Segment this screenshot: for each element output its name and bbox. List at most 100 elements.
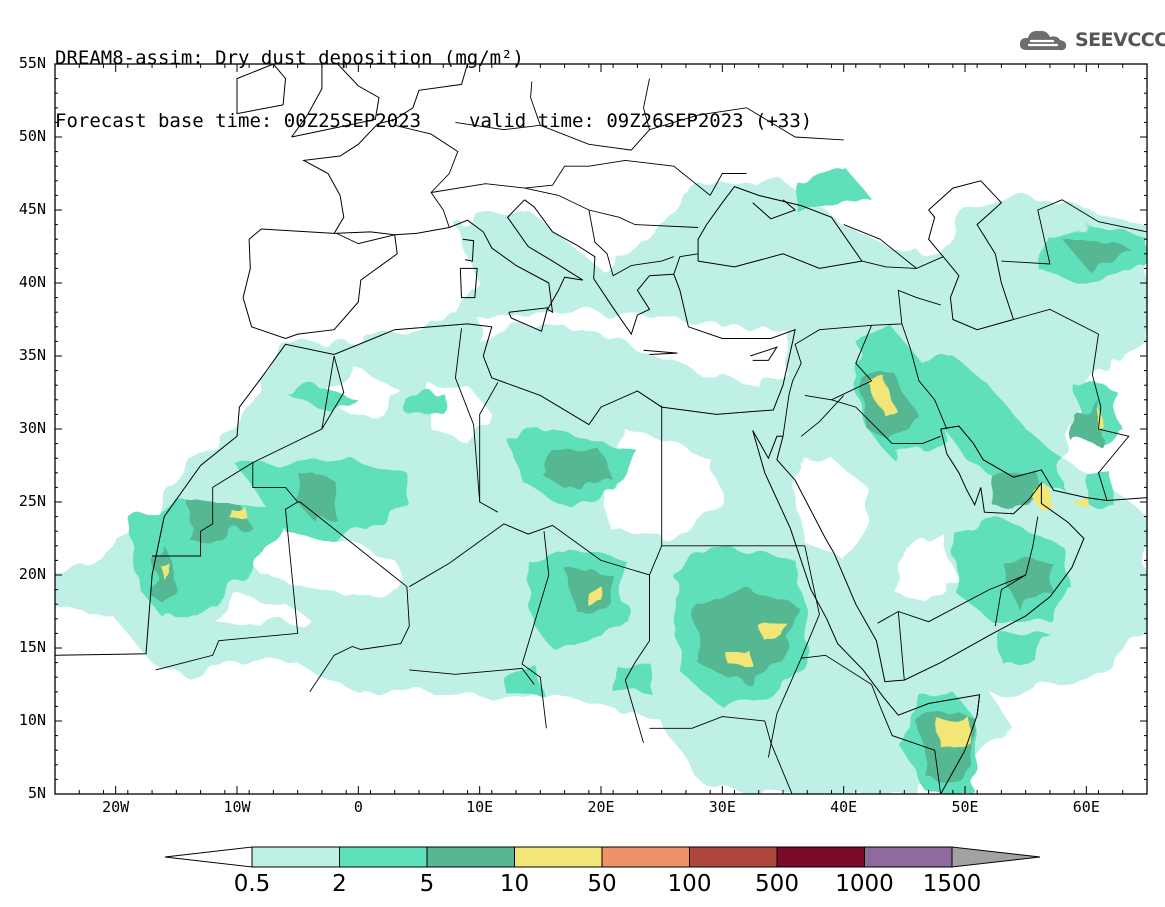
country-border [877, 611, 899, 624]
field-2-area [904, 356, 1063, 488]
coastlines-borders [55, 64, 1147, 794]
field-2-area [795, 166, 868, 210]
field-5-area [297, 472, 335, 517]
coastline [459, 267, 478, 299]
colorbar-low-arrow [164, 846, 253, 868]
lon-label: 20W [102, 798, 130, 816]
map-title: DREAM8-assim: Dry dust deposition (mg/m²… [55, 6, 812, 153]
colorbar-high-arrow [951, 846, 1041, 868]
country-border [297, 501, 410, 693]
lat-label: 20N [18, 565, 46, 583]
base-time: Forecast base time: 00Z25SEP2023 [55, 110, 422, 132]
field-clear-area [212, 596, 310, 627]
country-border [409, 523, 650, 588]
lat-label: 10N [18, 711, 46, 729]
field-2-area [406, 392, 444, 415]
field-2-area [613, 662, 650, 692]
coastline [928, 180, 1015, 331]
lat-label: 15N [18, 638, 46, 656]
colorbar-label: 2 [332, 871, 347, 897]
lon-label: 10W [223, 798, 251, 816]
country-border [901, 323, 948, 430]
country-border [897, 574, 1026, 681]
colorbar-label: 50 [587, 871, 617, 897]
country-border [673, 253, 699, 275]
country-border [649, 107, 844, 141]
field-5-area [698, 589, 796, 685]
coastline [752, 428, 1085, 683]
country-border [321, 355, 335, 430]
lat-label: 45N [18, 200, 46, 218]
field-5-area [152, 545, 177, 605]
colorbar-swatch [339, 846, 428, 868]
coastline [750, 346, 779, 361]
country-border [454, 328, 499, 513]
coastline [698, 253, 862, 269]
lon-label: 20E [587, 798, 615, 816]
seevccc-logo: SEEVCCC [1017, 26, 1165, 54]
field-10-area [158, 560, 168, 575]
field-5-area [1074, 399, 1099, 444]
coastline [976, 694, 981, 716]
country-border [336, 232, 395, 245]
coastline [462, 238, 475, 262]
colorbar-swatch [776, 846, 865, 868]
field-5-area [1062, 239, 1135, 269]
coastline [55, 274, 796, 656]
field-5-area [1001, 560, 1050, 605]
country-border [431, 159, 711, 196]
field-2-area [285, 385, 359, 415]
lat-label: 40N [18, 273, 46, 291]
coastline [940, 425, 1147, 502]
country-border [649, 716, 793, 794]
coastline [242, 228, 398, 340]
field-5-area [540, 450, 614, 488]
country-border [588, 209, 674, 277]
dust-field-layer [55, 166, 1147, 794]
field-clear-area [795, 458, 868, 561]
field-10-area [230, 504, 247, 520]
lat-label: 50N [18, 127, 46, 145]
lon-label: 40E [830, 798, 858, 816]
colorbar-swatch [514, 846, 603, 868]
field-2-area [1001, 633, 1050, 663]
coastline [291, 64, 380, 138]
colorbar-label: 10 [499, 871, 530, 897]
lon-label: 60E [1072, 798, 1100, 816]
lat-label: 25N [18, 492, 46, 510]
field-10-area [728, 648, 753, 670]
country-border [879, 706, 942, 794]
cloud-icon [1019, 30, 1067, 51]
field-5-area [989, 472, 1050, 510]
lon-label: 30E [708, 798, 736, 816]
logo-text: SEEVCCC [1075, 29, 1165, 51]
country-border [1091, 334, 1130, 501]
colorbar-label: 100 [667, 871, 712, 897]
field-clear-area [479, 764, 541, 794]
country-border [782, 323, 902, 437]
field-clear-area [479, 312, 783, 386]
coastline [697, 186, 863, 262]
coastline [752, 199, 797, 220]
colorbar-swatch [689, 846, 778, 868]
colorbar-label: 0.5 [233, 871, 271, 897]
field-10-area [1074, 496, 1087, 505]
colorbar-swatch [251, 846, 340, 868]
field-clear-area [989, 677, 1111, 751]
country-border [897, 289, 941, 324]
lat-label: 30N [18, 419, 46, 437]
coastline [524, 199, 674, 336]
country-border [521, 531, 550, 729]
coastline [333, 195, 345, 234]
colorbar-swatch [601, 846, 690, 868]
axis-ticks [54, 63, 1148, 795]
country-border [624, 545, 663, 744]
field-2-area [503, 669, 541, 692]
field-2-area [1086, 472, 1111, 502]
coastline [302, 64, 468, 196]
coastline [508, 307, 549, 332]
title-line-1: DREAM8-assim: Dry dust deposition (mg/m²… [55, 47, 524, 69]
country-border [1001, 199, 1147, 265]
country-border [252, 355, 345, 464]
